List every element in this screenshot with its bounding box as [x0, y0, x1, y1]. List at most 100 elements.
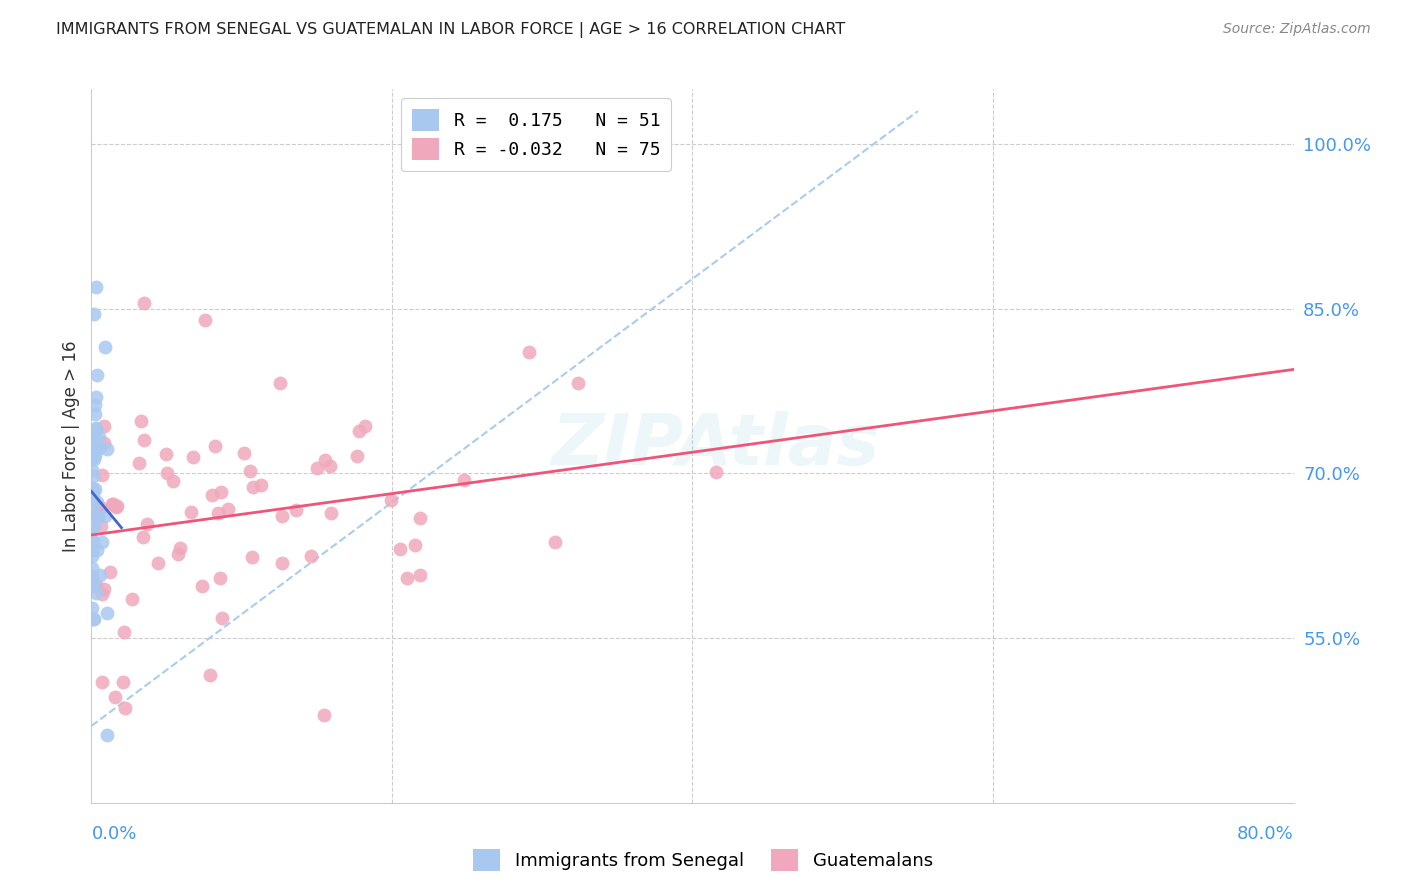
Legend: R =  0.175   N = 51, R = -0.032   N = 75: R = 0.175 N = 51, R = -0.032 N = 75 — [401, 98, 671, 171]
Point — [84, 420, 107, 434]
Point — [166, 547, 188, 561]
Point — [321, 506, 343, 520]
Point — [271, 508, 294, 523]
Point — [131, 414, 153, 428]
Point — [83, 307, 105, 321]
Point — [82, 492, 104, 507]
Point — [82, 534, 104, 549]
Point — [84, 280, 107, 294]
Point — [198, 668, 221, 682]
Point — [239, 464, 262, 478]
Point — [86, 543, 108, 558]
Point — [83, 448, 105, 462]
Point — [453, 473, 475, 487]
Point — [83, 579, 105, 593]
Point — [94, 340, 117, 354]
Point — [84, 398, 107, 412]
Point — [389, 541, 412, 556]
Point — [84, 422, 107, 436]
Point — [146, 557, 169, 571]
Point — [82, 549, 104, 564]
Point — [82, 483, 104, 498]
Point — [517, 345, 540, 359]
Point — [162, 474, 184, 488]
Text: 0.0%: 0.0% — [91, 825, 136, 843]
Point — [93, 582, 115, 597]
Point — [82, 519, 104, 533]
Point — [354, 419, 377, 434]
Point — [84, 507, 107, 521]
Point — [136, 516, 159, 531]
Point — [82, 520, 104, 534]
Point — [134, 434, 156, 448]
Point — [83, 517, 105, 532]
Point — [409, 511, 432, 525]
Legend: Immigrants from Senegal, Guatemalans: Immigrants from Senegal, Guatemalans — [465, 842, 941, 879]
Point — [96, 606, 118, 620]
Point — [104, 690, 127, 705]
Point — [211, 485, 233, 500]
Point — [207, 506, 229, 520]
Point — [89, 500, 111, 515]
Point — [96, 728, 118, 742]
Point — [89, 441, 111, 455]
Point — [346, 449, 368, 463]
Point — [270, 557, 292, 571]
Point — [114, 624, 136, 639]
Point — [82, 570, 104, 584]
Text: ZIPAtlas: ZIPAtlas — [553, 411, 880, 481]
Point — [91, 675, 114, 690]
Point — [86, 510, 108, 524]
Point — [82, 469, 104, 483]
Point — [217, 502, 239, 516]
Point — [94, 509, 117, 524]
Point — [204, 439, 226, 453]
Point — [128, 456, 150, 470]
Point — [98, 566, 121, 580]
Point — [132, 296, 155, 310]
Point — [706, 465, 728, 479]
Point — [90, 587, 112, 601]
Point — [107, 500, 129, 514]
Point — [191, 579, 214, 593]
Point — [156, 466, 179, 480]
Point — [86, 368, 108, 382]
Point — [180, 505, 202, 519]
Point — [84, 390, 107, 404]
Point — [82, 445, 104, 459]
Point — [93, 418, 115, 433]
Point — [299, 549, 322, 563]
Point — [84, 585, 107, 599]
Point — [84, 577, 107, 591]
Point — [82, 543, 104, 558]
Point — [232, 446, 254, 460]
Point — [104, 500, 127, 514]
Point — [93, 436, 115, 450]
Point — [82, 612, 104, 626]
Point — [312, 708, 335, 723]
Point — [201, 488, 224, 502]
Point — [83, 426, 105, 441]
Point — [101, 497, 124, 511]
Point — [194, 312, 217, 326]
Point — [155, 447, 177, 461]
Text: Source: ZipAtlas.com: Source: ZipAtlas.com — [1223, 22, 1371, 37]
Point — [409, 567, 432, 582]
Point — [90, 519, 112, 533]
Point — [240, 549, 263, 564]
Point — [87, 430, 110, 444]
Text: 80.0%: 80.0% — [1237, 825, 1294, 843]
Point — [82, 561, 104, 575]
Point — [89, 503, 111, 517]
Y-axis label: In Labor Force | Age > 16: In Labor Force | Age > 16 — [62, 340, 80, 552]
Point — [82, 441, 104, 455]
Point — [121, 591, 143, 606]
Point — [395, 571, 418, 585]
Point — [82, 486, 104, 500]
Point — [211, 611, 233, 625]
Point — [84, 407, 107, 421]
Point — [284, 503, 307, 517]
Point — [91, 535, 114, 549]
Point — [82, 450, 104, 464]
Text: IMMIGRANTS FROM SENEGAL VS GUATEMALAN IN LABOR FORCE | AGE > 16 CORRELATION CHAR: IMMIGRANTS FROM SENEGAL VS GUATEMALAN IN… — [56, 22, 845, 38]
